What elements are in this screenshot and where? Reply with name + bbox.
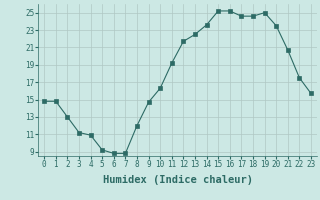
X-axis label: Humidex (Indice chaleur): Humidex (Indice chaleur) (103, 175, 252, 185)
